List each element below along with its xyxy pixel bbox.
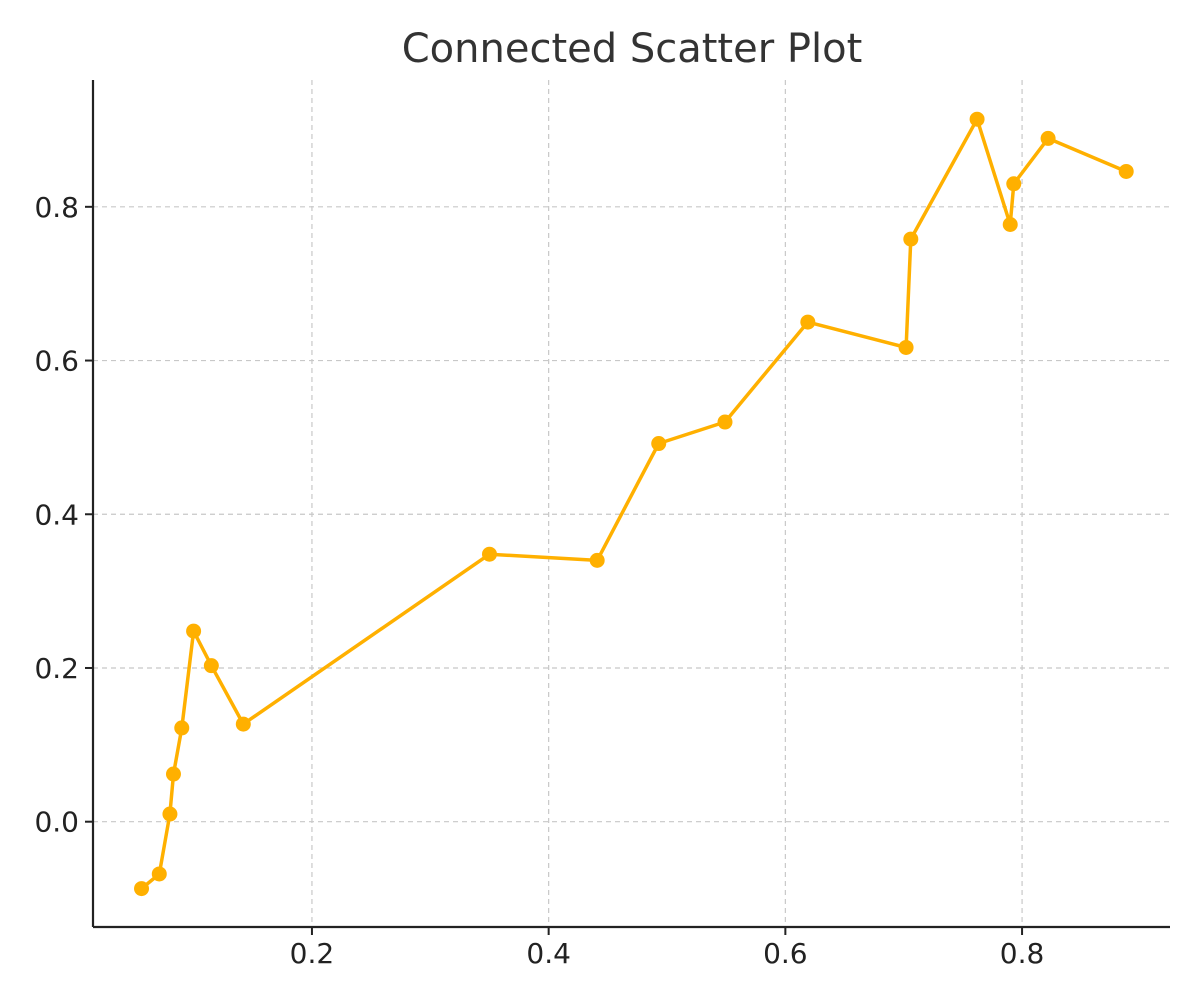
axes-layer bbox=[91, 80, 1170, 929]
data-point bbox=[151, 866, 167, 882]
y-tick-label: 0.0 bbox=[34, 806, 79, 839]
data-point bbox=[162, 806, 178, 822]
y-tick-label: 0.8 bbox=[34, 191, 79, 224]
ticks-layer: 0.2 0.4 0.6 0.8 0.0 0.2 0.4 0.6 0.8 bbox=[34, 191, 1044, 970]
y-tick-label: 0.6 bbox=[34, 345, 79, 378]
chart-title: Connected Scatter Plot bbox=[402, 26, 863, 72]
data-point bbox=[203, 658, 219, 674]
x-tick-label: 0.8 bbox=[1000, 937, 1045, 970]
x-tick-label: 0.6 bbox=[763, 937, 808, 970]
data-point bbox=[481, 546, 497, 562]
data-point bbox=[186, 623, 202, 639]
grid-layer bbox=[93, 80, 1170, 927]
data-point bbox=[717, 414, 733, 430]
data-point bbox=[903, 231, 919, 247]
data-point bbox=[235, 716, 251, 732]
data-point bbox=[651, 436, 667, 452]
data-point bbox=[1002, 216, 1018, 232]
data-point bbox=[800, 314, 816, 330]
data-point bbox=[1006, 176, 1022, 192]
series-line bbox=[140, 117, 1127, 890]
x-tick-label: 0.4 bbox=[526, 937, 571, 970]
y-tick-label: 0.2 bbox=[34, 652, 79, 685]
data-point bbox=[174, 720, 190, 736]
y-tick-label: 0.4 bbox=[34, 498, 79, 531]
data-point bbox=[134, 881, 150, 897]
x-tick-label: 0.2 bbox=[290, 937, 335, 970]
data-point bbox=[589, 552, 605, 568]
series-layer bbox=[134, 111, 1134, 897]
data-point bbox=[1040, 130, 1056, 146]
data-point bbox=[1118, 163, 1134, 179]
data-point bbox=[898, 339, 914, 355]
data-point bbox=[165, 766, 181, 782]
data-point bbox=[969, 111, 985, 127]
